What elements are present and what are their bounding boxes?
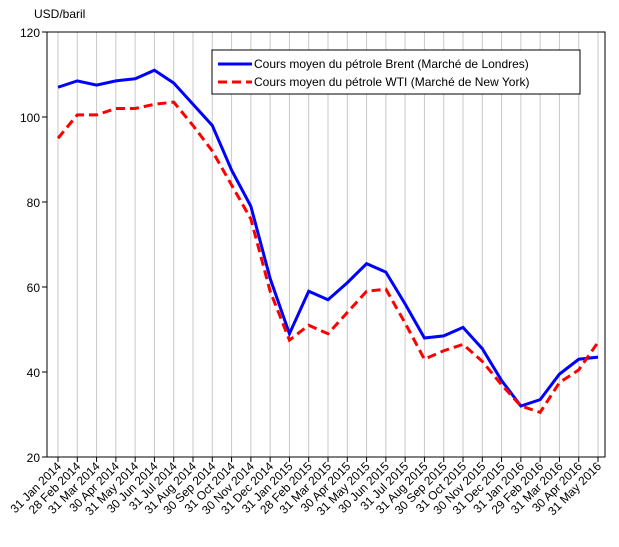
y-tick-label: 40 — [27, 366, 41, 380]
y-tick-label: 120 — [20, 26, 40, 40]
y-tick-label: 60 — [27, 281, 41, 295]
y-tick-label: 80 — [27, 196, 41, 210]
legend-label: Cours moyen du pétrole WTI (Marché de Ne… — [254, 75, 529, 89]
legend-box — [211, 49, 581, 95]
y-axis-label: USD/baril — [34, 7, 85, 21]
y-tick-label: 100 — [20, 111, 40, 125]
plot-frame — [46, 31, 606, 458]
line-series — [57, 68, 599, 408]
legend-label: Cours moyen du pétrole Brent (Marché de … — [254, 57, 529, 71]
y-tick-label: 20 — [27, 451, 41, 465]
line-series — [56, 100, 600, 415]
